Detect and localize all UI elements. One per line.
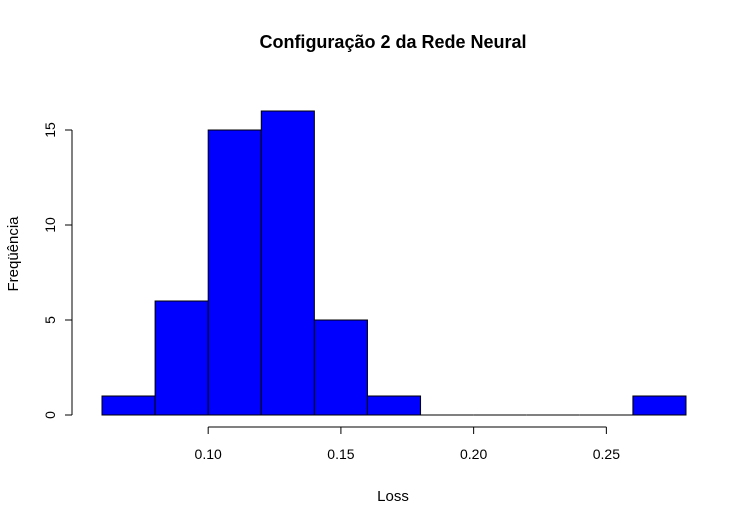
histogram-bar-5 — [366, 395, 422, 416]
x-tick-label-2: 0.20 — [460, 446, 487, 462]
y-tick-label-2: 10 — [42, 217, 58, 233]
histogram-bar-0 — [101, 395, 156, 416]
histogram-bar-1 — [154, 300, 209, 416]
y-axis: 0 5 10 15 — [42, 122, 73, 419]
y-tick-label-3: 15 — [42, 122, 58, 138]
histogram-bar-2 — [207, 129, 262, 416]
bars-group — [101, 110, 687, 416]
x-axis-label: Loss — [377, 488, 409, 505]
y-tick-label-1: 5 — [42, 316, 58, 324]
x-tick-label-0: 0.10 — [195, 446, 222, 462]
histogram-bar-3 — [260, 110, 315, 416]
x-tick-label-3: 0.25 — [593, 446, 620, 462]
x-tick-label-1: 0.15 — [327, 446, 354, 462]
x-axis: 0.10 0.15 0.20 0.25 — [195, 426, 620, 462]
histogram-bar-10 — [632, 395, 687, 416]
chart-title: Configuração 2 da Rede Neural — [259, 32, 526, 52]
histogram-bar-4 — [313, 319, 368, 416]
y-tick-label-0: 0 — [42, 411, 58, 419]
y-axis-label: Freqüência — [5, 216, 22, 292]
